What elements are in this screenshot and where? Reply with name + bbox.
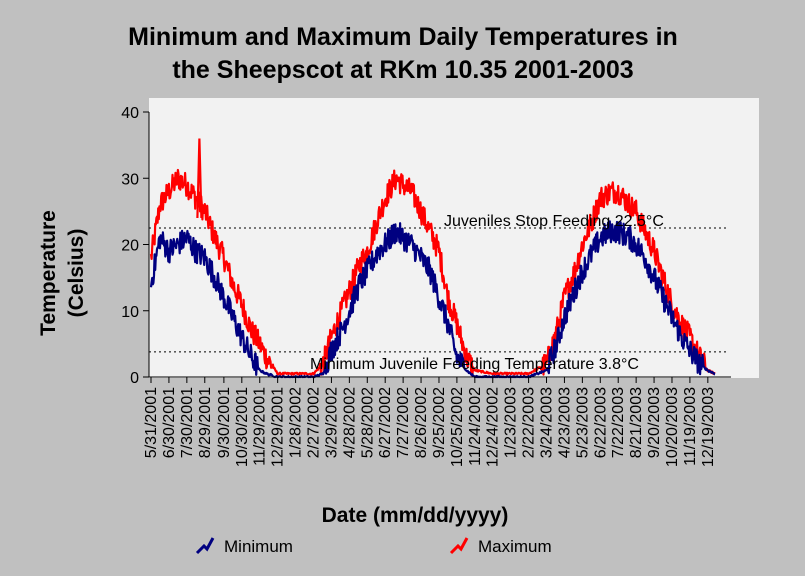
x-tick-label: 1/28/2002 [288,387,305,458]
x-tick-label: 3/24/2003 [539,387,556,458]
x-tick-label: 12/19/2003 [700,387,717,467]
chart-title-line1: Minimum and Maximum Daily Temperatures i… [128,23,678,51]
y-axis-title-line2: (Celsius) [65,229,88,318]
x-tick-label: 2/27/2002 [306,387,323,458]
legend-item-minimum: Minimum [195,537,293,556]
legend-label-minimum: Minimum [224,537,293,556]
x-tick-label: 8/26/2002 [413,387,430,458]
x-tick-label: 9/30/2001 [216,387,233,458]
legend-item-maximum: Maximum [449,537,552,556]
x-tick-label: 2/22/2003 [521,387,538,458]
legend-swatch-maximum [449,537,469,555]
series-line-maximum [149,168,716,378]
x-tick-label: 5/31/2001 [143,387,160,458]
y-axis-title-line1: Temperature [37,210,60,336]
x-tick-label: 8/21/2003 [628,387,645,458]
y-tick-label: 30 [121,171,139,188]
x-tick-label: 3/29/2002 [323,387,340,458]
x-tick-label: 10/30/2001 [234,387,251,467]
x-axis-ticks: 5/31/2001 6/30/2001 7/30/2001 8/29/2001 9/30… [143,377,717,467]
x-tick-label: 9/20/2003 [646,387,663,458]
x-tick-label: 4/23/2003 [556,387,573,458]
x-axis-title: Date (mm/dd/yyyy) [322,504,509,527]
x-tick-label: 6/27/2002 [377,387,394,458]
x-tick-label: 11/24/2002 [467,387,484,466]
x-tick-label: 9/25/2002 [431,387,448,458]
x-tick-label: 12/29/2001 [270,387,287,467]
y-tick-label: 0 [130,370,139,387]
x-tick-label: 6/30/2001 [161,387,178,458]
reference-labels: Juveniles Stop Feeding 22.5°C Minimum Juv… [310,213,664,373]
x-tick-label: 6/22/2003 [592,387,609,458]
y-tick-label: 40 [121,105,139,122]
x-tick-label: 12/24/2002 [485,387,502,467]
series-line-minimum [149,220,716,379]
y-tick-label: 20 [121,238,139,255]
y-tick-label: 10 [121,304,139,321]
series-layer [149,138,716,379]
legend-swatch-minimum [195,537,215,555]
x-tick-label: 11/19/2003 [682,387,699,466]
series-spike-maximum [196,138,203,219]
x-tick-label: 4/28/2002 [341,387,358,458]
x-tick-label: 1/23/2003 [503,387,520,458]
y-axis-ticks: 0 10 20 30 40 [121,105,149,387]
legend-label-maximum: Maximum [478,537,552,556]
x-tick-label: 10/20/2003 [664,387,681,467]
x-tick-label: 5/28/2002 [359,387,376,458]
chart-title-line2: the Sheepscot at RKm 10.35 2001-2003 [172,56,633,84]
reference-line-label: Minimum Juvenile Feeding Temperature 3.8… [310,356,639,373]
x-tick-label: 5/23/2003 [574,387,591,458]
x-tick-label: 8/29/2001 [197,387,214,458]
x-tick-label: 11/29/2001 [252,387,269,466]
legend: Minimum Maximum [195,537,552,556]
x-tick-label: 7/27/2002 [395,387,412,458]
x-tick-label: 7/30/2001 [179,387,196,458]
x-tick-label: 10/25/2002 [449,387,466,467]
x-tick-label: 7/22/2003 [610,387,627,458]
reference-line-label: Juveniles Stop Feeding 22.5°C [444,213,664,230]
